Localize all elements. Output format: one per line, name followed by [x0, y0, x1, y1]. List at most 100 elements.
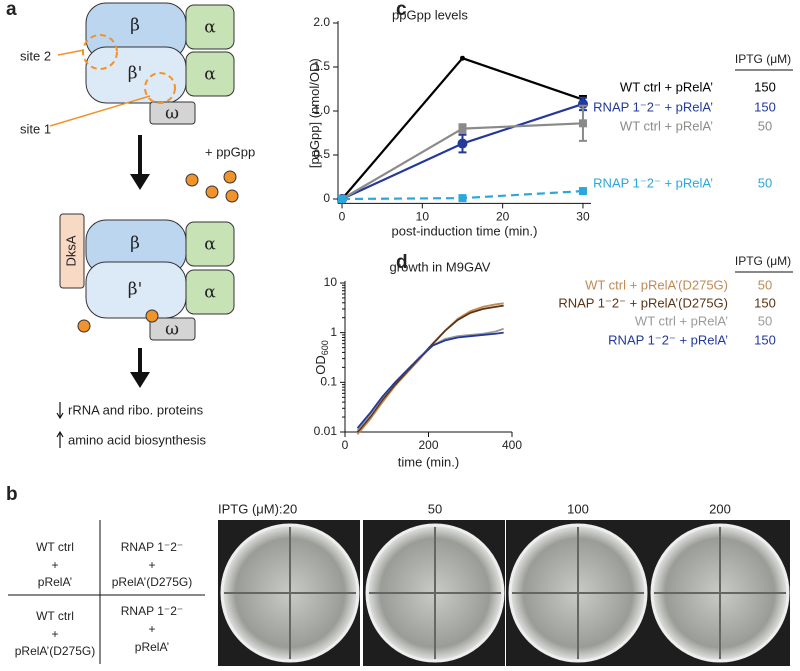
panel-letter: c [396, 0, 407, 20]
series-line [356, 304, 504, 433]
y-tick-label: 10 [324, 275, 338, 289]
strain-text: pRelA’ [38, 575, 72, 589]
marker [338, 195, 347, 203]
rnap-bottom: DksA β α β' α ω [59, 213, 235, 341]
legend-entry: RNAP 1⁻2⁻ + pRelA’ [593, 175, 713, 190]
strain-text: + [51, 558, 58, 572]
effect-arrows [56, 402, 64, 448]
legend-iptg: 150 [754, 79, 776, 94]
x-tick-label: 0 [342, 438, 349, 452]
site-pointer [57, 49, 85, 56]
iptg-concentration: 50 [428, 501, 442, 516]
series-line [356, 327, 504, 431]
legend-iptg: 150 [754, 332, 776, 347]
y-axis-label-main: OD [313, 355, 328, 375]
strain-text: + [148, 558, 155, 572]
y-tick-label: 0.5 [313, 147, 330, 161]
ligand-label: + ppGpp [205, 144, 255, 159]
subunit-label: β [130, 234, 140, 254]
strain-text: pRelA’(D275G) [15, 644, 95, 658]
subunit-alpha [185, 4, 235, 50]
x-tick-label: 400 [502, 438, 522, 452]
legend-iptg: 150 [754, 99, 776, 114]
legend-entry: RNAP 1⁻2⁻ + pRelA’(D275G) [558, 295, 728, 310]
iptg-concentration: 200 [709, 501, 731, 516]
ppgpp-bound [77, 319, 91, 333]
site-label: site 1 [20, 121, 51, 136]
series-line [356, 331, 504, 429]
subunit-label: α [204, 235, 216, 255]
y-tick-label: 1.0 [313, 103, 330, 117]
subunit-label: β [130, 16, 140, 36]
x-axis-label: time (min.) [398, 454, 459, 469]
marker [458, 194, 467, 203]
effect-label: amino acid biosynthesis [68, 432, 207, 447]
y-axis-label: [ppGpp] (nmol/OD) [307, 58, 322, 168]
site-circle [82, 34, 118, 70]
subunit-alpha [185, 221, 235, 267]
subunit-label: β' [128, 64, 143, 84]
subunit-label: α [204, 283, 216, 303]
y-tick-label: 0.1 [320, 375, 337, 389]
x-tick-label: 30 [576, 210, 590, 224]
legend-iptg: 50 [758, 277, 772, 292]
legend-header: IPTG (μM) [735, 254, 791, 268]
subunit-label: β' [128, 280, 143, 300]
strain-text: + [148, 622, 155, 636]
legend-iptg: 50 [758, 118, 772, 133]
subunit-omega [149, 101, 196, 125]
dksa [59, 213, 85, 289]
panel-letter: d [396, 252, 408, 273]
legend-iptg: 50 [758, 175, 772, 190]
legend-header: IPTG (μM) [735, 52, 791, 66]
legend-entry: WT ctrl + pRelA’ [620, 118, 713, 133]
series-line [356, 302, 504, 435]
ppgpp-dots [185, 170, 239, 203]
y-tick-label: 0.01 [314, 424, 338, 438]
site-pointer [49, 95, 151, 127]
marker [578, 187, 587, 196]
chart-title: growth in M9GAV [390, 259, 491, 274]
x-axis-label: post-induction time (min.) [392, 223, 538, 238]
y-tick-label: 1.5 [313, 59, 330, 73]
iptg-label: IPTG (μM): [218, 501, 283, 516]
site-label: site 2 [20, 48, 51, 63]
subunit-label: ω [165, 320, 179, 340]
y-tick-label: 0 [323, 191, 330, 205]
subunit-alpha [185, 269, 235, 315]
legend-entry: WT ctrl + pRelA’ [620, 79, 713, 94]
strain-text: pRelA’ [135, 640, 169, 654]
panel-letter: b [6, 484, 18, 505]
subunit-label: α [204, 18, 216, 38]
marker [458, 124, 467, 133]
x-tick-label: 20 [496, 210, 510, 224]
y-axis-label: OD600 [313, 340, 330, 375]
marker [457, 138, 468, 149]
subunit-omega [149, 317, 196, 341]
site-circle [144, 72, 176, 104]
plates: 20 50 100 200 [218, 501, 790, 666]
ppgpp-bound [145, 309, 159, 323]
marker [459, 55, 465, 61]
x-tick-label: 0 [339, 210, 346, 224]
x-tick-label: 200 [418, 438, 438, 452]
strain-text: RNAP 1⁻2⁻ [121, 604, 183, 618]
legend-entry: RNAP 1⁻2⁻ + pRelA’ [593, 99, 713, 114]
y-axis-label-sub: 600 [320, 340, 330, 355]
rnap-top: β α β' α ω site 2 site 1 [20, 2, 235, 136]
strain-text: WT ctrl [36, 609, 74, 623]
x-tick-label: 10 [416, 210, 430, 224]
subunit-label: α [204, 65, 216, 85]
legend-iptg: 150 [754, 295, 776, 310]
iptg-concentration: 100 [567, 501, 589, 516]
legend-entry: RNAP 1⁻2⁻ + pRelA’ [608, 332, 728, 347]
dksa-label: DksA [63, 235, 78, 266]
subunit-alpha [185, 51, 235, 97]
iptg-concentration: 20 [283, 501, 297, 516]
arrow [130, 348, 150, 388]
legend-iptg: 50 [758, 313, 772, 328]
y-axis-label-main: [ppGpp] (nmol/OD) [307, 58, 322, 168]
legend-entry: WT ctrl + pRelA’ [635, 313, 728, 328]
